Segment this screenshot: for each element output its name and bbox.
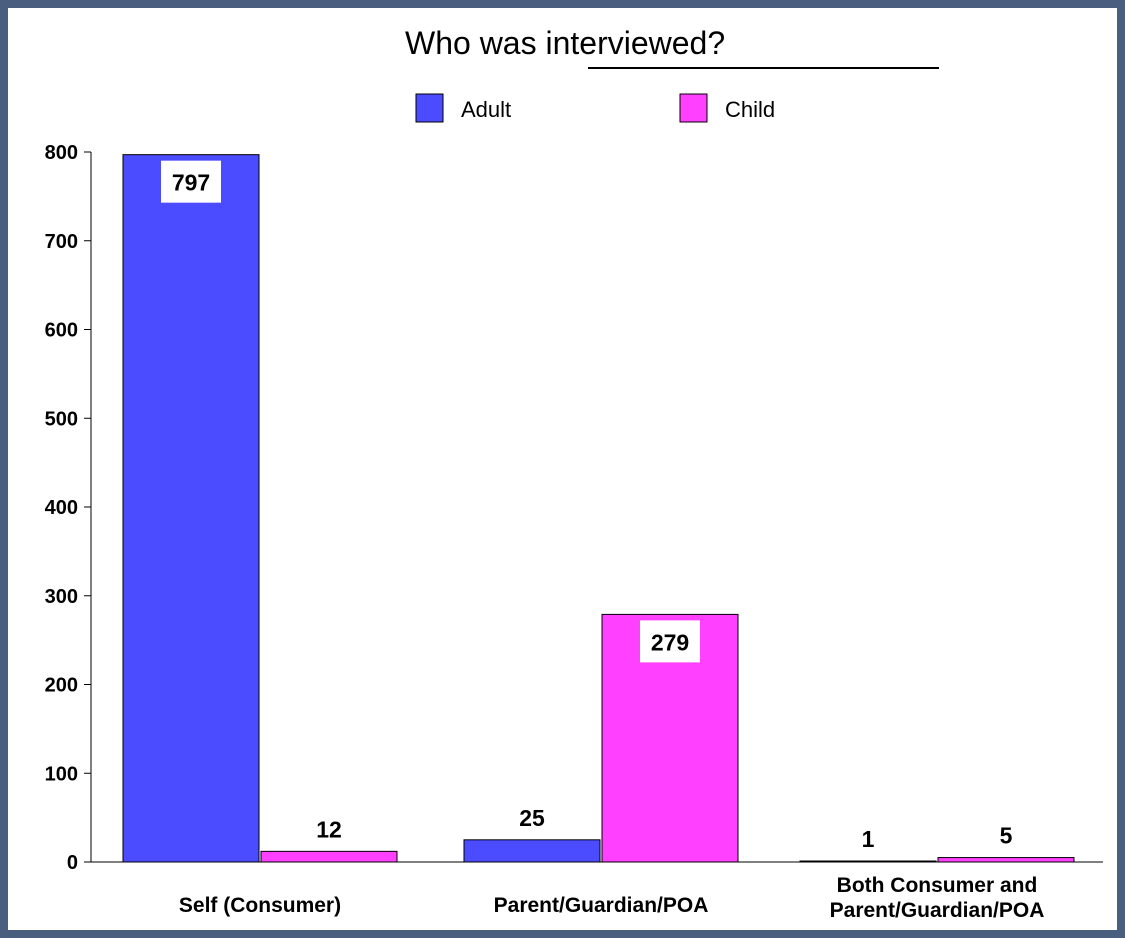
y-tick-label: 500 <box>45 408 78 430</box>
y-tick-label: 400 <box>45 497 78 519</box>
bar-adult-1 <box>463 839 601 863</box>
y-tick-label: 0 <box>67 852 78 874</box>
value-label: 279 <box>651 629 689 655</box>
legend-swatch-adult <box>415 93 444 123</box>
value-label: 797 <box>172 170 210 196</box>
y-tick-label: 200 <box>45 675 78 697</box>
x-category-label: Self (Consumer) <box>179 894 341 917</box>
bar-chart: Who was interviewed? Adult Child 0 100 200 3… <box>45 25 1103 922</box>
y-tick-label: 800 <box>45 142 78 164</box>
value-label-background <box>640 620 700 663</box>
value-label: 12 <box>316 816 342 842</box>
value-label: 5 <box>1000 823 1013 849</box>
bar-child-0 <box>260 850 398 863</box>
legend-label-adult: Adult <box>461 97 511 122</box>
axes: 0 100 200 300 400 500 600 700 800 <box>45 142 1103 874</box>
chart-title: Who was interviewed? <box>405 25 725 61</box>
legend-label-child: Child <box>725 97 775 122</box>
category-labels: Self (Consumer) Parent/Guardian/POA Both C… <box>179 874 1044 922</box>
value-label: 1 <box>862 826 875 852</box>
legend: Adult Child <box>415 93 775 123</box>
x-category-label: Both Consumer and Parent/Guardian/POA <box>830 874 1045 922</box>
value-label-background <box>161 160 221 203</box>
value-label: 25 <box>519 805 545 831</box>
y-tick-label: 600 <box>45 320 78 342</box>
bars <box>122 154 1075 863</box>
y-tick-label: 300 <box>45 586 78 608</box>
legend-swatch-child <box>679 93 708 123</box>
y-tick-label: 100 <box>45 763 78 785</box>
y-tick-label: 700 <box>45 231 78 253</box>
x-category-label: Parent/Guardian/POA <box>494 894 709 917</box>
bar-adult-0 <box>122 154 260 863</box>
bar-adult-2 <box>799 860 937 863</box>
bar-child-2 <box>937 857 1075 863</box>
value-labels: 797 25 1 12 279 5 <box>161 160 1013 852</box>
